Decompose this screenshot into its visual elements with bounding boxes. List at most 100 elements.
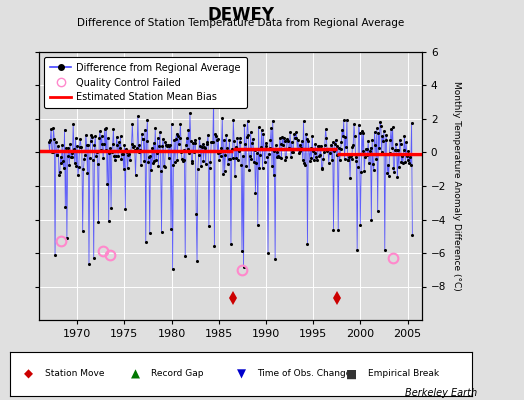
Point	[359, 129, 368, 136]
Point	[171, 136, 180, 142]
Point	[390, 169, 398, 175]
Text: DEWEY: DEWEY	[208, 6, 275, 24]
Point	[403, 156, 412, 163]
Point	[70, 146, 78, 152]
Point	[321, 142, 329, 148]
Point	[237, 162, 245, 168]
Point	[274, 152, 282, 159]
Point	[357, 169, 365, 175]
Point	[91, 133, 100, 139]
Point	[221, 168, 229, 174]
Point	[331, 140, 339, 147]
Point	[233, 134, 242, 141]
Point	[117, 155, 126, 162]
Point	[60, 165, 68, 171]
Point	[134, 113, 142, 119]
Point	[230, 138, 238, 144]
Point	[229, 117, 237, 124]
Point	[45, 139, 53, 146]
Point	[329, 139, 337, 145]
Point	[319, 156, 328, 162]
Point	[302, 130, 310, 137]
Point	[215, 156, 223, 163]
Point	[374, 208, 382, 214]
Point	[368, 136, 376, 143]
Point	[89, 157, 97, 164]
Point	[240, 122, 248, 129]
Point	[57, 154, 65, 160]
Point	[98, 141, 106, 148]
Point	[286, 129, 294, 135]
Point	[341, 156, 349, 163]
Point	[52, 152, 61, 158]
Point	[394, 147, 402, 154]
Point	[156, 128, 164, 135]
Point	[166, 142, 174, 148]
Point	[46, 148, 54, 154]
Point	[217, 145, 226, 151]
Point	[378, 133, 387, 139]
Point	[246, 152, 254, 159]
Point	[119, 166, 128, 172]
Point	[254, 222, 262, 228]
Point	[199, 158, 208, 164]
Point	[219, 171, 227, 177]
Point	[57, 160, 66, 166]
Point	[173, 157, 181, 163]
Point	[338, 126, 346, 133]
Point	[407, 162, 415, 168]
Point	[305, 146, 313, 152]
Point	[227, 145, 236, 152]
Point	[179, 158, 187, 164]
Point	[149, 160, 157, 166]
Point	[327, 142, 335, 148]
Point	[275, 154, 283, 160]
Point	[64, 144, 73, 151]
Point	[97, 132, 106, 139]
Point	[291, 135, 300, 142]
Point	[85, 155, 94, 162]
Point	[209, 139, 217, 146]
Point	[267, 125, 276, 131]
Point	[119, 151, 127, 158]
Point	[316, 152, 324, 159]
Point	[53, 152, 62, 158]
Point	[341, 134, 350, 141]
Point	[86, 138, 95, 144]
Point	[352, 158, 361, 164]
Point	[346, 174, 354, 181]
Point	[121, 206, 129, 213]
Point	[116, 133, 125, 139]
Text: ■: ■	[346, 368, 357, 380]
Point	[82, 132, 90, 138]
Point	[225, 137, 234, 143]
Point	[66, 141, 74, 147]
Point	[81, 152, 89, 158]
Point	[141, 127, 149, 134]
Point	[124, 152, 133, 158]
Point	[204, 132, 212, 138]
Point	[126, 157, 134, 163]
Point	[385, 173, 393, 180]
Point	[289, 149, 298, 155]
Point	[178, 156, 186, 162]
Point	[206, 158, 215, 165]
Point	[326, 150, 334, 156]
Point	[190, 149, 198, 155]
Point	[162, 142, 170, 148]
Point	[191, 140, 200, 146]
Point	[187, 158, 195, 164]
Point	[147, 167, 156, 173]
Point	[266, 144, 274, 151]
Point	[189, 140, 197, 146]
Point	[235, 148, 243, 154]
Point	[104, 218, 113, 224]
Point	[122, 146, 130, 152]
Point	[58, 142, 67, 148]
Point	[141, 238, 150, 245]
Point	[367, 217, 376, 224]
Point	[79, 166, 88, 172]
Point	[276, 134, 284, 141]
Point	[176, 120, 184, 127]
Point	[157, 229, 166, 235]
